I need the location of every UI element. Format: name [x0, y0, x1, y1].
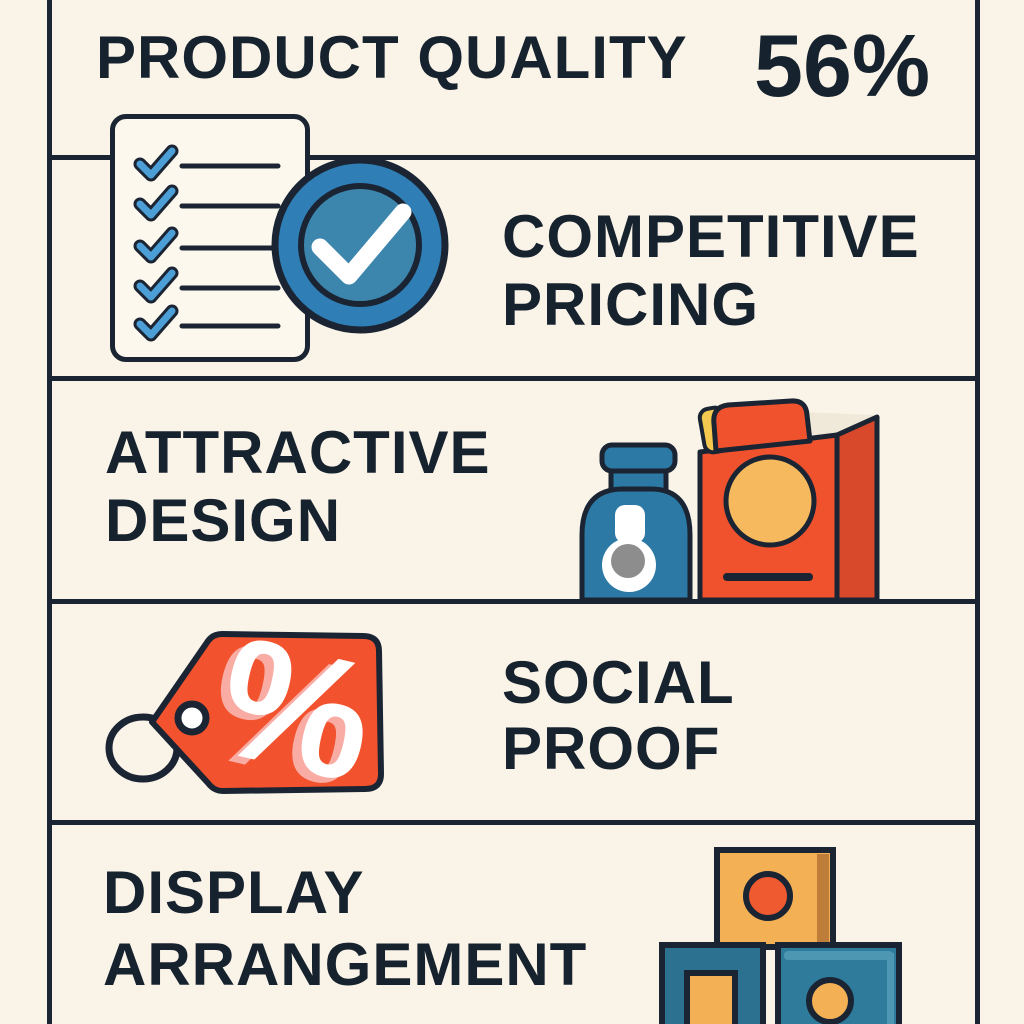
label-line-2: DESIGN — [105, 487, 342, 554]
section-title-display-arrangement: DISPLAY ARRANGEMENT — [103, 857, 587, 1001]
tag-percent: % — [201, 625, 391, 800]
section-title-competitive-pricing: COMPETITIVE PRICING — [502, 203, 920, 339]
label-line-1: COMPETITIVE — [502, 203, 920, 270]
tag-body — [149, 631, 384, 794]
label-line-1: ATTRACTIVE — [105, 419, 491, 486]
checklist-row — [133, 184, 281, 222]
package-label — [723, 454, 817, 548]
checklist-row — [133, 144, 281, 182]
divider-4 — [47, 820, 980, 825]
badge-checkmark — [311, 203, 412, 285]
product-packages-icon — [579, 398, 880, 603]
tag-hole — [174, 700, 210, 736]
frame-right-border — [975, 0, 980, 1024]
checklist-row — [133, 266, 281, 304]
package-fold-flap — [711, 398, 813, 454]
product-quality-value: 56% — [754, 16, 931, 115]
checklist-row — [133, 304, 281, 342]
checklist-row — [133, 226, 281, 264]
top-box-edge — [817, 854, 829, 943]
section-title-social-proof: SOCIAL PROOF — [502, 650, 735, 782]
bottle — [579, 442, 693, 603]
check-badge-icon — [271, 156, 449, 334]
discount-tag-icon: % % — [105, 625, 391, 800]
right-box-dot — [806, 977, 854, 1024]
package-side-panel — [834, 414, 880, 603]
divider-1 — [47, 155, 980, 160]
right-box-highlight — [784, 951, 893, 960]
label-line-1: DISPLAY — [103, 859, 365, 926]
stacked-boxes-icon — [659, 847, 902, 1024]
bottle-label-top — [615, 505, 645, 543]
package-bottom-bar — [723, 573, 813, 581]
divider-3 — [47, 599, 980, 604]
tag-percent-shadow: % — [192, 625, 382, 800]
left-box-window — [684, 970, 738, 1024]
section-title-product-quality: PRODUCT QUALITY — [96, 24, 688, 91]
top-box-dot — [743, 871, 793, 921]
section-title-attractive-design: ATTRACTIVE DESIGN — [105, 419, 491, 555]
divider-2 — [47, 376, 980, 381]
frame-left-border — [47, 0, 52, 1024]
label-line-2: PROOF — [502, 715, 721, 782]
bottle-cap — [599, 442, 678, 474]
checklist-icon — [133, 144, 281, 342]
label-line-2: PRICING — [502, 271, 760, 338]
label-line-2: ARRANGEMENT — [103, 931, 588, 998]
right-box-edge-highlight — [887, 953, 894, 1024]
bottle-label-dot — [611, 544, 645, 578]
label-line-1: SOCIAL — [502, 649, 735, 716]
